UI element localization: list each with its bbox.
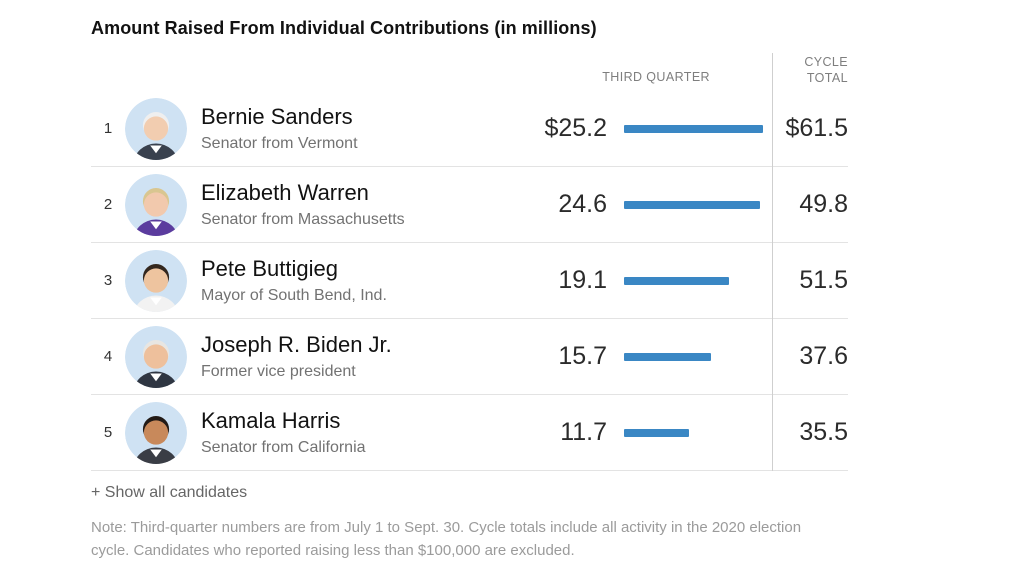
cycle-total-value: $61.5 (785, 114, 848, 142)
q3-bar (624, 200, 760, 209)
q3-bar (624, 124, 763, 133)
candidate-subtitle: Mayor of South Bend, Ind. (201, 286, 387, 304)
candidate-subtitle: Senator from Massachusetts (201, 210, 405, 228)
page-title: Amount Raised From Individual Contributi… (91, 18, 597, 38)
rank-label: 4 (103, 348, 113, 365)
rank-label: 3 (103, 272, 113, 289)
candidate-avatar (125, 325, 187, 388)
fundraising-chart-card: Amount Raised From Individual Contributi… (91, 18, 848, 559)
candidate-avatar (125, 401, 187, 464)
candidate-name: Bernie Sanders (201, 104, 353, 130)
table-header: THIRD QUARTER CYCLE TOTAL (91, 53, 848, 91)
fundraising-table: THIRD QUARTER CYCLE TOTAL 1 Bernie Sande… (91, 53, 848, 471)
rank-label: 5 (103, 424, 113, 441)
third-quarter-value: $25.2 (544, 114, 607, 142)
candidate-subtitle: Former vice president (201, 362, 356, 380)
column-divider (772, 53, 773, 471)
cycle-total-value: 51.5 (799, 266, 848, 294)
candidate-subtitle: Senator from Vermont (201, 134, 358, 152)
cycle-total-value: 49.8 (799, 190, 848, 218)
q3-bar (624, 352, 711, 361)
candidate-subtitle: Senator from California (201, 438, 366, 456)
table-body: 1 Bernie Sanders Senator from Vermont $2… (91, 91, 848, 471)
table-row: 4 Joseph R. Biden Jr. Former vice presid… (91, 319, 848, 395)
rank-label: 1 (103, 120, 113, 137)
third-quarter-value: 19.1 (558, 266, 607, 294)
third-quarter-value: 24.6 (558, 190, 607, 218)
candidate-name: Joseph R. Biden Jr. (201, 332, 392, 358)
column-header-cycle-total: CYCLE TOTAL (804, 55, 848, 85)
q3-bar (624, 428, 689, 437)
candidate-avatar (125, 249, 187, 312)
cycle-total-value: 37.6 (799, 342, 848, 370)
candidate-name: Pete Buttigieg (201, 256, 338, 282)
column-header-third-quarter: THIRD QUARTER (602, 70, 710, 84)
third-quarter-value: 15.7 (558, 342, 607, 370)
q3-bar (624, 276, 730, 285)
third-quarter-value: 11.7 (560, 418, 607, 446)
table-row: 3 Pete Buttigieg Mayor of South Bend, In… (91, 243, 848, 319)
show-all-candidates-button[interactable]: + Show all candidates (91, 484, 248, 501)
rank-label: 2 (103, 196, 113, 213)
footnote: Note: Third-quarter numbers are from Jul… (91, 519, 802, 559)
candidate-avatar (125, 97, 187, 160)
table-row: 2 Elizabeth Warren Senator from Massachu… (91, 167, 848, 243)
table-row: 1 Bernie Sanders Senator from Vermont $2… (91, 91, 848, 167)
candidate-name: Kamala Harris (201, 408, 341, 434)
cycle-total-value: 35.5 (799, 418, 848, 446)
candidate-avatar (125, 173, 187, 236)
candidate-name: Elizabeth Warren (201, 180, 369, 206)
table-row: 5 Kamala Harris Senator from California … (91, 395, 848, 471)
